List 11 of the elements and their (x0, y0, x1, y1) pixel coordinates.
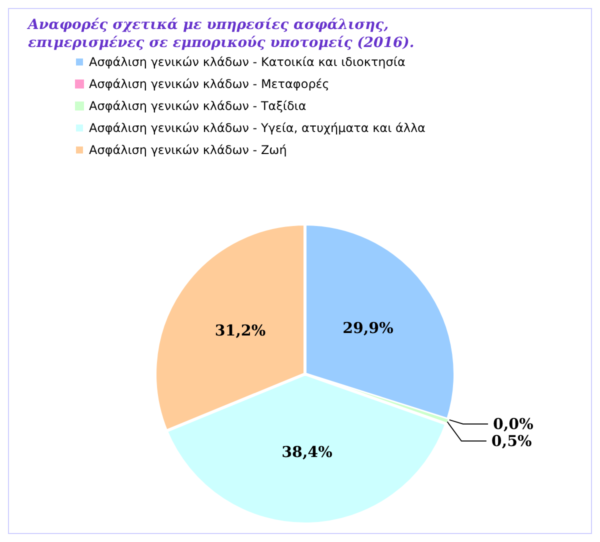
legend-label: Ασφάλιση γενικών κλάδων - Μεταφορές (89, 77, 330, 91)
data-label: 31,2% (214, 322, 266, 340)
legend-label: Ασφάλιση γενικών κλάδων - Ταξίδια (89, 99, 306, 113)
data-label: 38,4% (282, 442, 332, 461)
data-label: 0,5% (491, 432, 532, 450)
data-label: 29,9% (342, 318, 394, 337)
legend-label: Ασφάλιση γενικών κλάδων - Κατοικία και ιδιοκτησία (89, 55, 406, 69)
legend-label: Ασφάλιση γενικών κλάδων - Ζωή (89, 143, 287, 157)
legend-label: Ασφάλιση γενικών κλάδων - Υγεία, ατυχήματα και άλλα (89, 121, 426, 135)
text: 0,0% (493, 415, 534, 433)
chart-title: Αναφορές σχετικά με υπηρεσίες ασφάλισης, επιμερισμένες σε εμπορικούς υποτομείς (2016). (26, 17, 414, 51)
